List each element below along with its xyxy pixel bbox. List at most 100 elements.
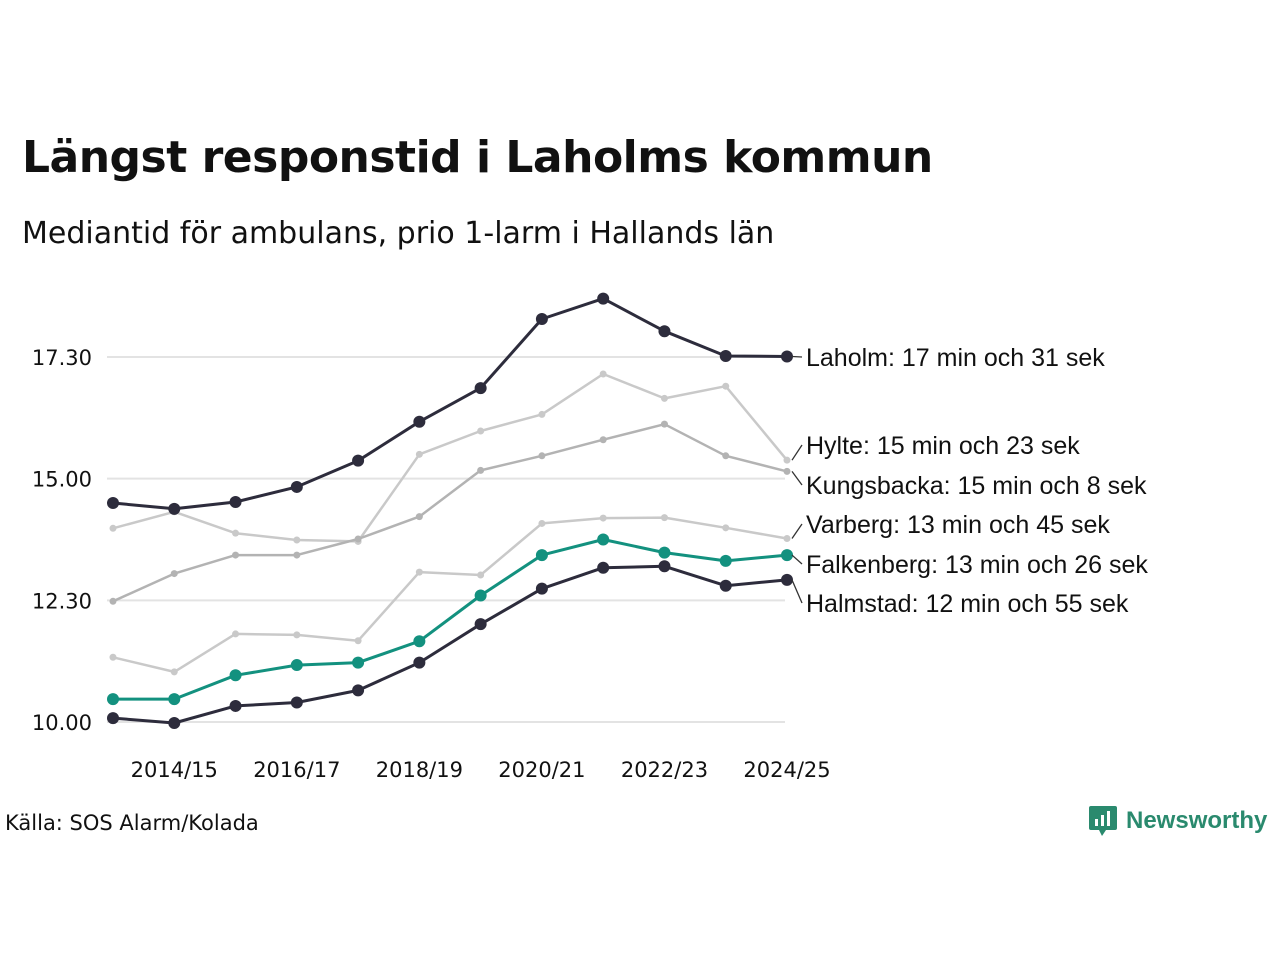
data-point-hylte [660,394,668,402]
data-point-halmstad [781,573,793,586]
data-point-kungsbacka [354,535,362,543]
data-point-falkenberg [107,693,119,706]
data-point-kungsbacka [722,452,730,460]
series-falkenberg [107,533,793,706]
series-label-hylte: Hylte: 15 min och 23 sek [806,432,1080,460]
grid-lines [107,356,785,723]
data-point-hylte [783,456,791,464]
leader-line-falkenberg [791,554,803,565]
data-point-laholm [535,313,548,326]
x-tick-label: 2020/21 [498,758,585,782]
data-point-falkenberg [658,546,671,559]
series-label-halmstad: Halmstad: 12 min och 55 sek [806,590,1129,618]
data-point-varberg [477,571,485,579]
data-point-varberg [722,524,730,532]
y-tick-label: 12.30 [32,589,92,613]
data-point-laholm [413,415,426,428]
data-point-kungsbacka [293,551,301,559]
data-point-varberg [170,668,178,676]
series-hylte [109,370,791,545]
data-point-varberg [415,568,423,576]
data-point-falkenberg [535,549,548,562]
newsworthy-logo-icon [1089,806,1117,836]
x-tick-label: 2022/23 [621,758,708,782]
chart-subtitle: Mediantid för ambulans, prio 1-larm i Ha… [22,216,775,251]
y-axis: 10.00 12.30 15.00 17.30 [32,346,92,735]
data-point-laholm [474,382,487,395]
series-line-varberg [111,516,789,674]
data-point-laholm [107,497,119,509]
y-tick-label: 15.00 [32,468,92,492]
y-tick-label: 10.00 [32,711,92,735]
series-line-hylte [111,372,789,543]
data-point-kungsbacka [415,513,423,521]
series-line-kungsbacka [111,422,789,603]
data-point-halmstad [535,582,548,595]
data-point-halmstad [474,618,487,631]
data-point-varberg [109,653,117,661]
data-point-halmstad [352,684,365,697]
data-point-halmstad [597,561,610,574]
x-tick-label: 2018/19 [376,758,463,782]
data-point-laholm [168,502,181,515]
data-point-varberg [354,637,362,645]
data-point-falkenberg [352,656,365,669]
data-point-laholm [597,292,610,305]
data-point-kungsbacka [477,466,485,474]
x-tick-label: 2024/25 [743,758,830,782]
data-point-kungsbacka [109,597,117,605]
data-point-varberg [538,519,546,527]
data-point-kungsbacka [538,452,546,460]
series-line-laholm [111,297,789,511]
series-label-varberg: Varberg: 13 min och 45 sek [806,511,1110,539]
leader-line-kungsbacka [791,470,803,486]
data-point-halmstad [168,716,181,729]
data-point-hylte [477,427,485,435]
data-point-varberg [599,514,607,522]
series-halmstad [107,560,793,729]
data-point-hylte [722,382,730,390]
brand-logo: Newsworthy [1088,804,1267,838]
data-point-hylte [415,450,423,458]
leader-line-varberg [791,523,803,539]
data-point-falkenberg [719,554,732,567]
y-tick-label: 17.30 [32,346,92,370]
data-point-laholm [658,325,671,338]
data-point-kungsbacka [232,551,240,559]
data-point-kungsbacka [783,467,791,475]
data-point-falkenberg [290,659,303,672]
x-tick-label: 2014/15 [131,758,218,782]
series-label-laholm: Laholm: 17 min och 31 sek [806,344,1105,372]
data-point-hylte [109,524,117,532]
data-point-kungsbacka [170,570,178,578]
data-point-hylte [232,529,240,537]
series-varberg [109,514,791,676]
brand-name: Newsworthy [1126,807,1268,834]
chart-title: Längst responstid i Laholms kommun [22,132,933,183]
data-point-varberg [660,514,668,522]
series-line-falkenberg [111,538,789,701]
leader-line-halmstad [791,579,803,604]
x-tick-label: 2016/17 [253,758,340,782]
data-point-varberg [293,631,301,639]
data-point-kungsbacka [660,420,668,428]
series-line-halmstad [111,564,789,725]
data-point-varberg [232,630,240,638]
data-point-laholm [290,480,303,493]
data-point-laholm [229,496,242,509]
series-kungsbacka [109,420,791,605]
data-point-falkenberg [781,549,793,562]
data-point-falkenberg [229,669,242,682]
x-axis: 2014/15 2016/17 2018/19 2020/21 2022/23 2024/… [131,758,831,782]
data-point-falkenberg [474,589,487,602]
data-point-laholm [352,454,365,467]
leader-line-hylte [791,444,803,461]
data-point-hylte [599,370,607,378]
source-note: Källa: SOS Alarm/Kolada [5,811,259,835]
data-point-halmstad [658,560,671,573]
series-label-kungsbacka: Kungsbacka: 15 min och 8 sek [806,472,1147,500]
data-point-kungsbacka [599,436,607,444]
data-point-falkenberg [168,693,181,706]
data-point-hylte [293,536,301,544]
